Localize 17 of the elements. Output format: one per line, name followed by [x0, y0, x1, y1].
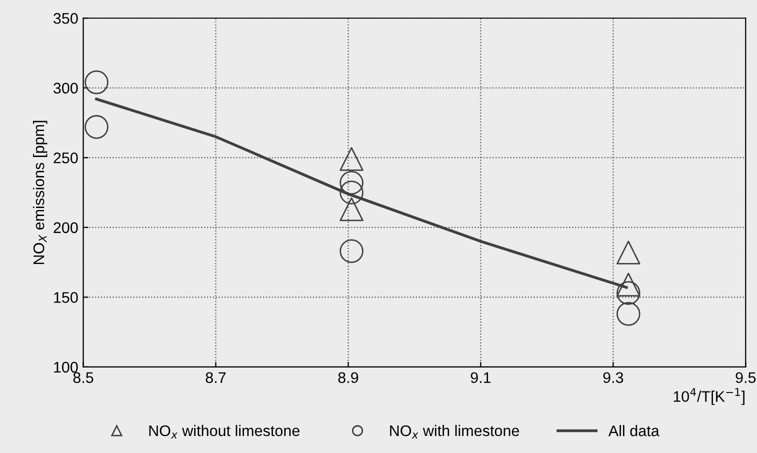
y-tick-label: 350 — [54, 12, 78, 24]
x-tick-label: 8.9 — [338, 372, 358, 384]
y-tick-label: 100 — [54, 362, 78, 373]
x-tick-label: 8.5 — [73, 372, 94, 384]
y-tick-label: 200 — [54, 222, 78, 234]
legend-label: NO$_{x}$ with limestone — [390, 424, 520, 439]
x-tick-label: 9.3 — [603, 372, 624, 384]
y-tick-label: 250 — [54, 152, 78, 164]
y-axis-title: NO$_{X}$ emissions [ppm] — [33, 120, 48, 264]
x-tick-label: 9.1 — [470, 372, 491, 384]
x-axis-title: 10$^{4}$/T[K$^{−1}$] — [674, 388, 744, 405]
x-tick-label: 8.7 — [206, 372, 226, 384]
y-tick-label: 150 — [54, 292, 78, 303]
legend-label: All data — [608, 425, 660, 436]
legend-label: NO$_{x}$ without limestone — [149, 424, 300, 439]
x-tick-label: 9.5 — [736, 372, 756, 384]
y-tick-label: 300 — [54, 82, 78, 94]
